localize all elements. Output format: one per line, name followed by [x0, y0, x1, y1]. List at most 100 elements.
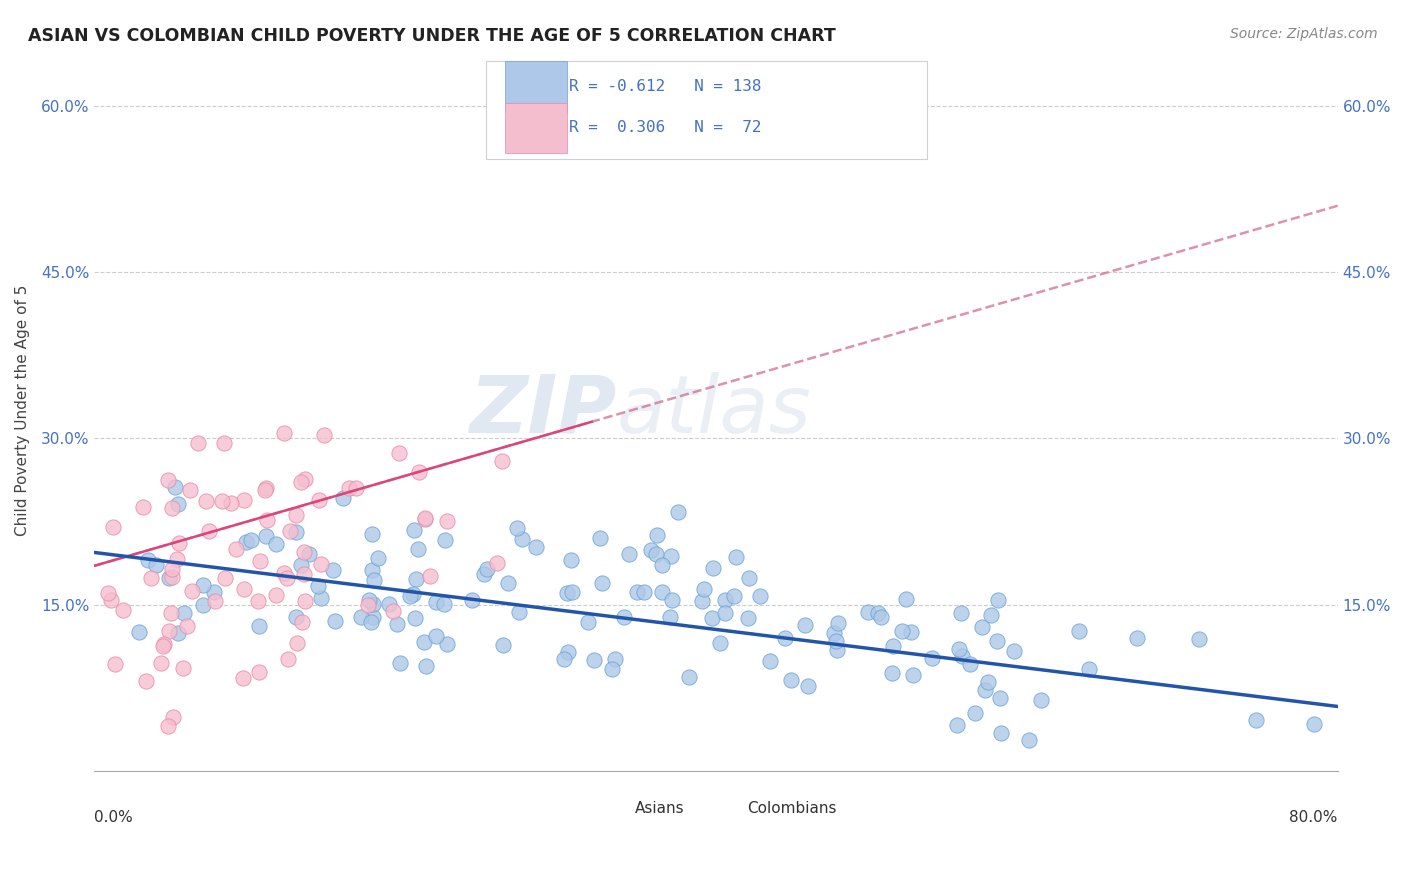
Point	[290, 558, 312, 573]
Point	[640, 542, 662, 557]
Point	[404, 610, 426, 624]
Point	[793, 617, 815, 632]
Point	[498, 576, 520, 591]
Point	[361, 610, 384, 624]
Text: ZIP: ZIP	[470, 372, 617, 450]
Point	[167, 626, 190, 640]
Point	[204, 585, 226, 599]
Point	[880, 666, 903, 681]
Point	[160, 562, 183, 576]
Point	[406, 541, 429, 556]
Point	[600, 662, 623, 676]
Point	[247, 665, 270, 679]
Point	[413, 510, 436, 524]
Point	[506, 521, 529, 535]
Point	[659, 549, 682, 563]
Point	[291, 615, 314, 629]
Point	[980, 607, 1002, 622]
Point	[204, 594, 226, 608]
Point	[553, 652, 575, 666]
Point	[285, 636, 308, 650]
Point	[408, 465, 430, 479]
Point	[219, 496, 242, 510]
Point	[350, 610, 373, 624]
Point	[973, 683, 995, 698]
Point	[425, 629, 447, 643]
Text: 80.0%: 80.0%	[1289, 810, 1337, 825]
Point	[360, 615, 382, 629]
Point	[425, 595, 447, 609]
Point	[179, 483, 201, 497]
Point	[292, 567, 315, 582]
Point	[277, 651, 299, 665]
Point	[232, 492, 254, 507]
Point	[856, 605, 879, 619]
Point	[702, 561, 724, 575]
Point	[232, 671, 254, 685]
Point	[256, 512, 278, 526]
Point	[359, 593, 381, 607]
Text: R = -0.612   N = 138: R = -0.612 N = 138	[569, 79, 762, 95]
Point	[254, 481, 277, 495]
Text: ASIAN VS COLOMBIAN CHILD POVERTY UNDER THE AGE OF 5 CORRELATION CHART: ASIAN VS COLOMBIAN CHILD POVERTY UNDER T…	[28, 27, 837, 45]
Point	[723, 589, 745, 603]
Point	[249, 554, 271, 568]
Point	[475, 562, 498, 576]
Point	[693, 582, 716, 596]
Point	[626, 585, 648, 599]
Point	[508, 605, 530, 619]
FancyBboxPatch shape	[692, 785, 751, 832]
Point	[405, 573, 427, 587]
Point	[292, 545, 315, 559]
Point	[415, 659, 437, 673]
Point	[589, 532, 612, 546]
Point	[290, 475, 312, 489]
Point	[561, 585, 583, 599]
Point	[651, 585, 673, 599]
Point	[104, 657, 127, 671]
Point	[1029, 692, 1052, 706]
Point	[1018, 733, 1040, 747]
Point	[273, 566, 295, 581]
Point	[363, 573, 385, 587]
Point	[651, 558, 673, 572]
Text: R =  0.306   N =  72: R = 0.306 N = 72	[569, 120, 762, 136]
Point	[950, 648, 973, 663]
Point	[280, 524, 302, 539]
Point	[157, 624, 180, 638]
Point	[212, 435, 235, 450]
Point	[173, 607, 195, 621]
Point	[332, 491, 354, 505]
Point	[987, 592, 1010, 607]
Point	[264, 588, 287, 602]
Point	[949, 606, 972, 620]
Point	[387, 616, 409, 631]
Point	[901, 667, 924, 681]
Point	[357, 598, 380, 612]
Point	[658, 610, 681, 624]
Point	[921, 650, 943, 665]
Point	[103, 520, 125, 534]
Point	[157, 571, 180, 585]
Point	[948, 642, 970, 657]
Point	[796, 680, 818, 694]
Point	[166, 551, 188, 566]
Point	[714, 593, 737, 607]
Point	[136, 553, 159, 567]
Point	[160, 606, 183, 620]
Point	[433, 533, 456, 548]
Point	[377, 598, 399, 612]
Point	[578, 615, 600, 630]
Point	[388, 656, 411, 670]
Point	[294, 594, 316, 608]
Point	[1188, 632, 1211, 646]
Point	[633, 585, 655, 599]
Point	[97, 586, 120, 600]
Point	[582, 653, 605, 667]
Point	[382, 604, 405, 618]
Point	[344, 481, 367, 495]
Point	[360, 563, 382, 577]
Point	[294, 472, 316, 486]
FancyBboxPatch shape	[505, 103, 567, 153]
Point	[308, 492, 330, 507]
